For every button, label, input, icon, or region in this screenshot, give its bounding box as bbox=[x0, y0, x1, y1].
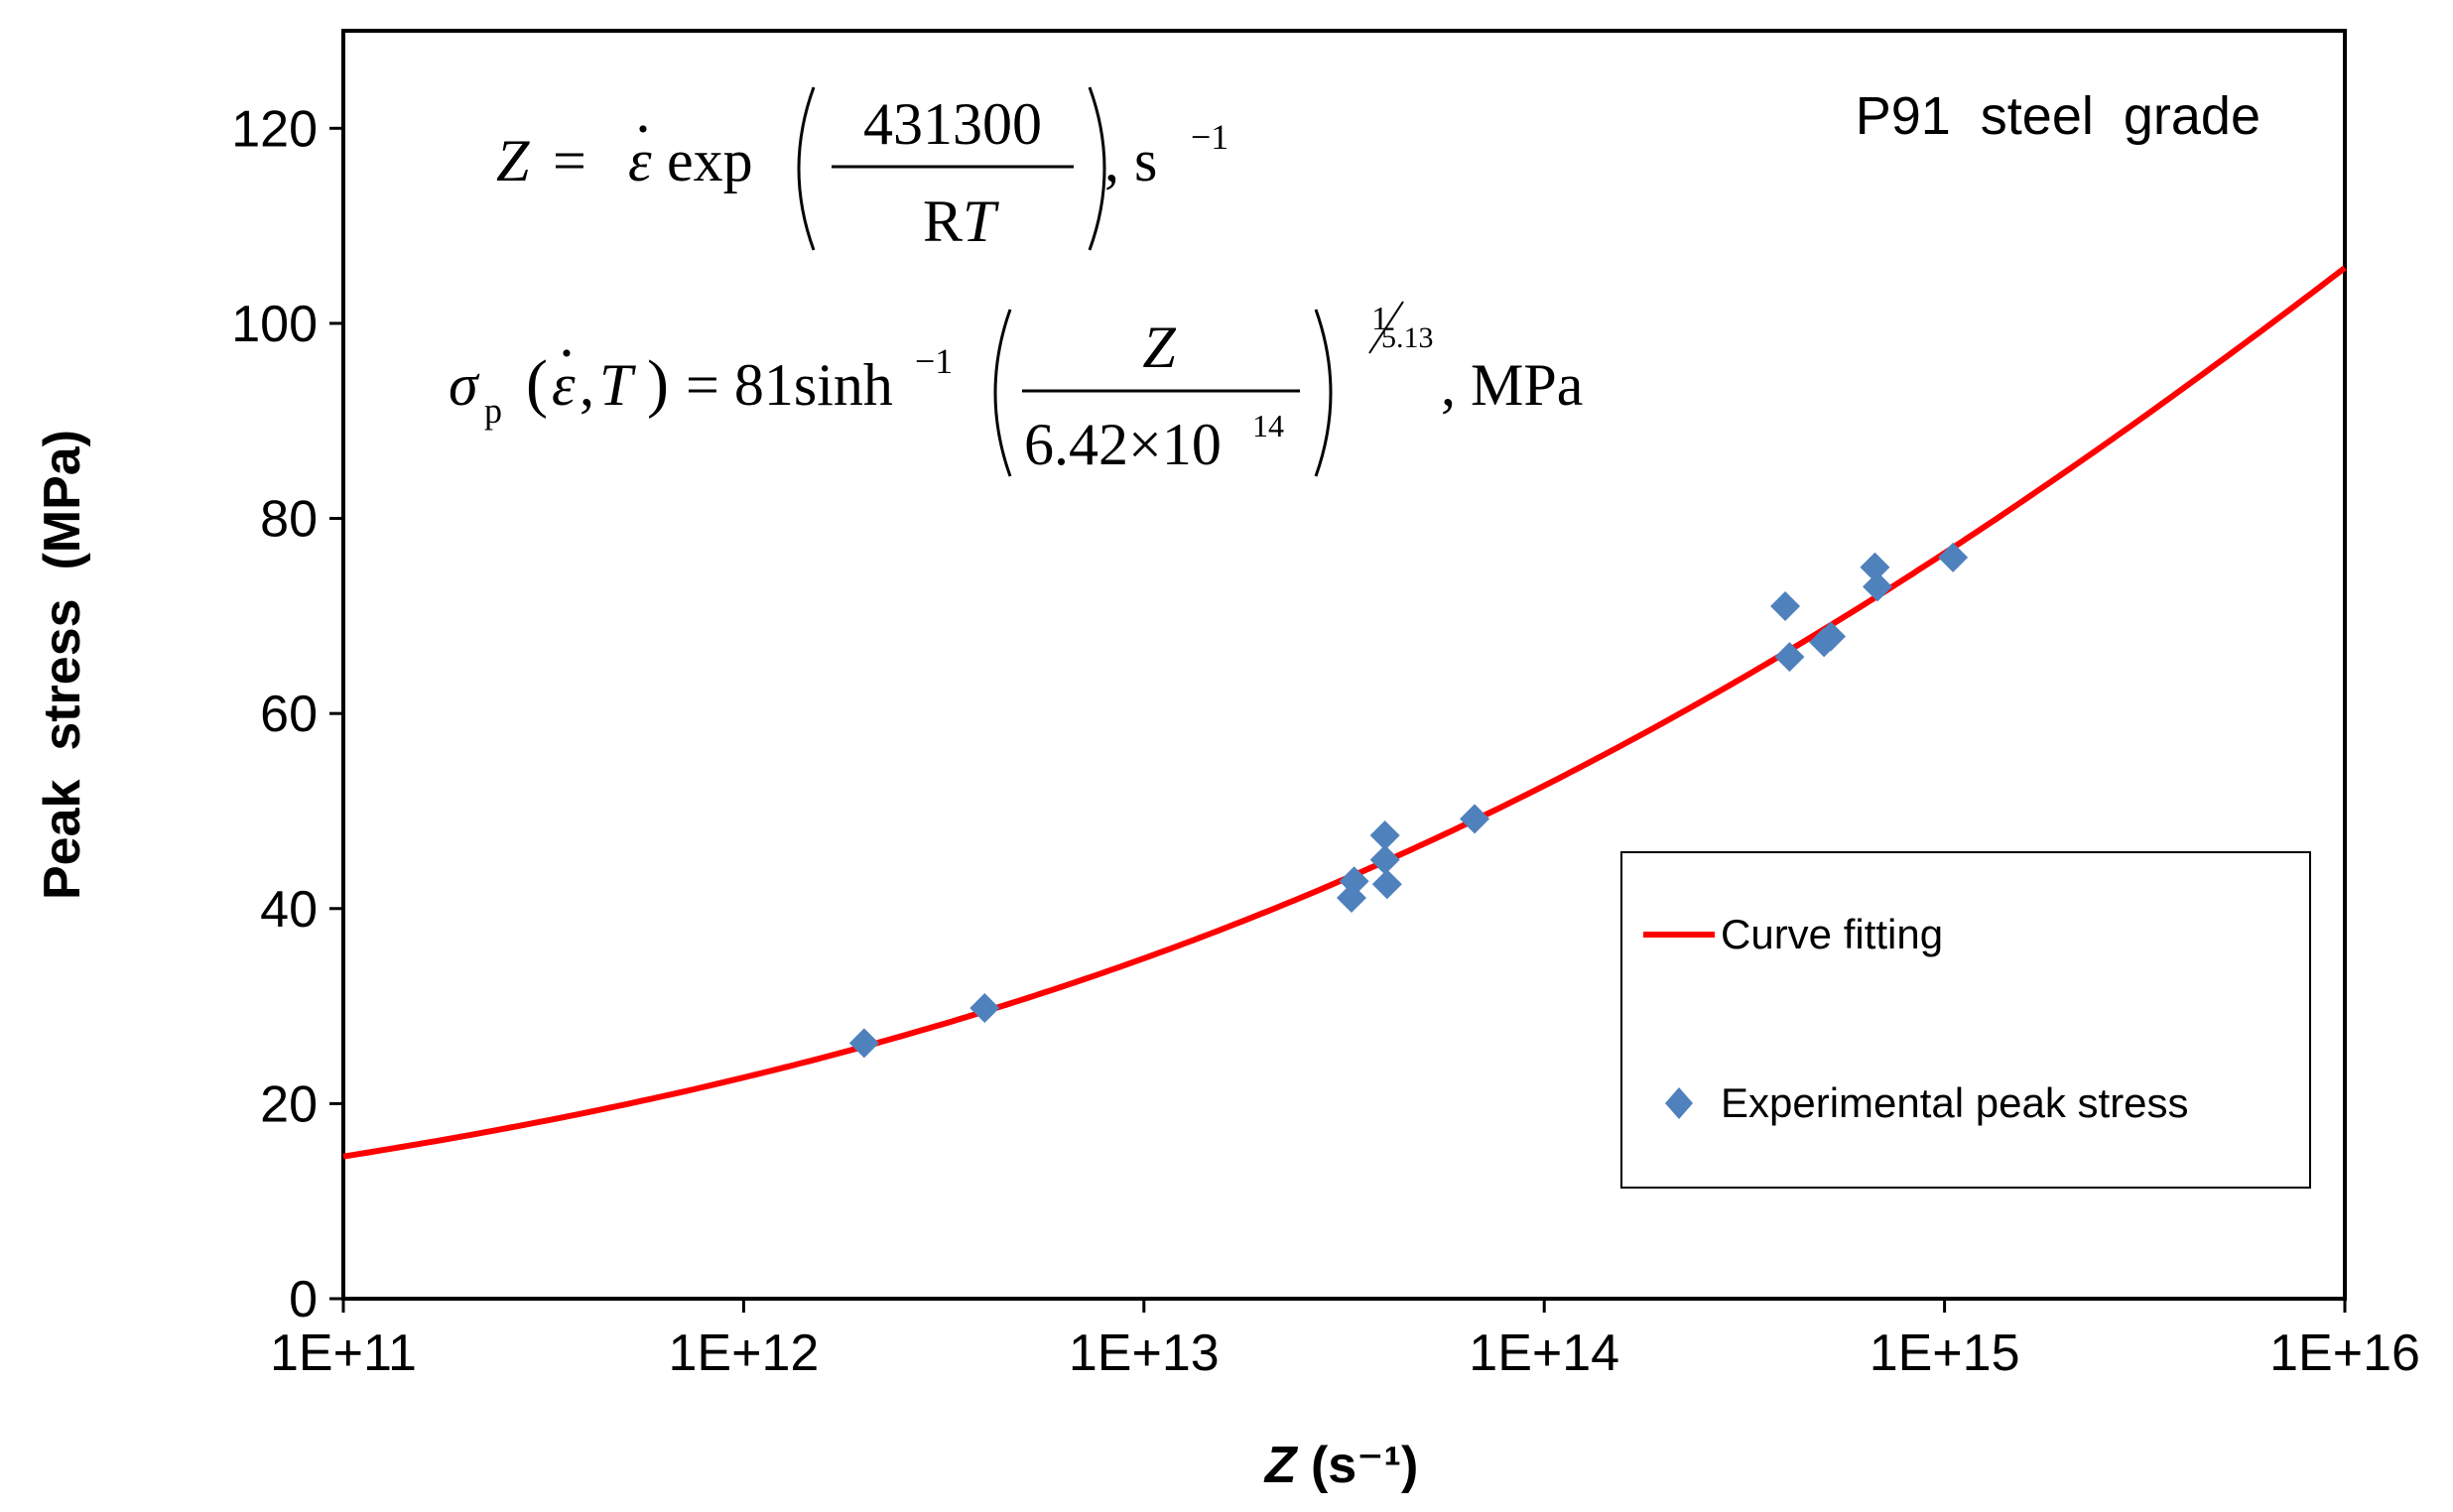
eq1-denom-r: R bbox=[923, 189, 963, 254]
eq2-args-open: ( bbox=[526, 347, 548, 420]
y-axis: 0 20 40 60 80 100 120 bbox=[231, 100, 343, 1328]
experimental-point bbox=[1339, 866, 1369, 897]
eq1-left-paren bbox=[797, 86, 816, 251]
y-tick-label: 120 bbox=[231, 100, 318, 158]
x-axis: 1E+11 1E+12 1E+13 1E+14 1E+15 1E+16 bbox=[270, 1299, 2420, 1382]
eq2-eq-coef: = 81sinh bbox=[671, 352, 893, 418]
eq1-func: exp bbox=[667, 128, 753, 193]
y-tick-label: 40 bbox=[260, 881, 318, 939]
experimental-point bbox=[1371, 869, 1402, 900]
experimental-point bbox=[1938, 542, 1969, 572]
eq1-rate: ε bbox=[628, 128, 652, 193]
eq1-unit: , s bbox=[1104, 128, 1157, 193]
experimental-points bbox=[848, 542, 1969, 1059]
eq1-unit-exponent: −1 bbox=[1191, 117, 1228, 157]
experimental-point bbox=[848, 1028, 879, 1059]
experimental-point bbox=[1863, 571, 1893, 602]
x-axis-label: Z (s⁻¹) bbox=[1263, 1437, 1419, 1494]
eq2-power-den: 5.13 bbox=[1381, 321, 1434, 354]
x-tick-label: 1E+11 bbox=[270, 1324, 417, 1382]
eq1-rate-dot: · bbox=[633, 96, 653, 162]
eq1-lhs: Z bbox=[496, 128, 530, 193]
eq2-right-paren bbox=[1314, 309, 1333, 477]
experimental-point bbox=[1369, 844, 1400, 875]
legend-box bbox=[1620, 851, 2311, 1189]
eq1-numerator: 431300 bbox=[863, 91, 1042, 157]
y-tick-label: 0 bbox=[289, 1271, 318, 1328]
y-tick-label: 60 bbox=[260, 686, 318, 743]
x-tick-label: 1E+15 bbox=[1870, 1324, 2020, 1382]
eq2-power-num: 1 bbox=[1371, 301, 1388, 337]
y-tick-label: 80 bbox=[260, 491, 318, 549]
x-tick-label: 1E+14 bbox=[1469, 1324, 1619, 1382]
legend-fit-label: Curve fitting bbox=[1721, 911, 1943, 957]
legend: Curve fitting Experimental peak stress bbox=[1620, 851, 2311, 1189]
eq2-left-paren bbox=[993, 309, 1012, 477]
eq1-right-paren bbox=[1088, 86, 1106, 251]
x-tick-label: 1E+16 bbox=[2269, 1324, 2420, 1382]
equation-z: Z = ε · exp 431300 R T , s −1 bbox=[496, 86, 1228, 254]
eq2-comma: , bbox=[580, 352, 594, 418]
equation-sigma: σ p ( ε · , T ) = 81sinh −1 Z 6.42×10 14… bbox=[449, 301, 1583, 477]
eq2-sigma: σ bbox=[449, 352, 480, 418]
eq2-args-close: ) bbox=[647, 347, 669, 420]
eq2-denom-exp: 14 bbox=[1252, 408, 1284, 443]
eq2-rate-dot: · bbox=[557, 320, 577, 386]
legend-points-swatch bbox=[1665, 1087, 1693, 1119]
legend-points-label: Experimental peak stress bbox=[1721, 1079, 2189, 1126]
y-tick-label: 20 bbox=[260, 1075, 318, 1133]
experimental-point bbox=[1774, 642, 1805, 673]
eq2-t: T bbox=[599, 352, 636, 418]
x-axis-label-unit: (s⁻¹) bbox=[1297, 1437, 1419, 1494]
eq2-power-slash bbox=[1368, 301, 1404, 354]
experimental-point bbox=[1460, 804, 1490, 834]
y-tick-label: 100 bbox=[231, 296, 318, 353]
experimental-point bbox=[969, 993, 1000, 1024]
eq2-unit: , MPa bbox=[1441, 352, 1583, 418]
chart-title: P91 steel grade bbox=[1856, 86, 2260, 146]
eq2-rate: ε bbox=[552, 352, 576, 418]
eq2-inv: −1 bbox=[915, 341, 953, 381]
experimental-point bbox=[1860, 552, 1890, 582]
y-axis-label: Peak stress (MPa) bbox=[34, 430, 91, 900]
experimental-point bbox=[1816, 621, 1847, 652]
eq1-denom-t: T bbox=[963, 189, 999, 254]
eq2-sub: p bbox=[484, 391, 502, 431]
x-tick-label: 1E+12 bbox=[668, 1324, 819, 1382]
eq1-equals: = bbox=[538, 128, 601, 193]
experimental-point bbox=[1770, 591, 1801, 622]
x-axis-label-var: Z bbox=[1263, 1437, 1299, 1494]
experimental-point bbox=[1369, 820, 1400, 851]
eq2-denom: 6.42×10 bbox=[1024, 412, 1222, 477]
x-tick-label: 1E+13 bbox=[1069, 1324, 1220, 1382]
eq2-numerator: Z bbox=[1142, 315, 1176, 380]
